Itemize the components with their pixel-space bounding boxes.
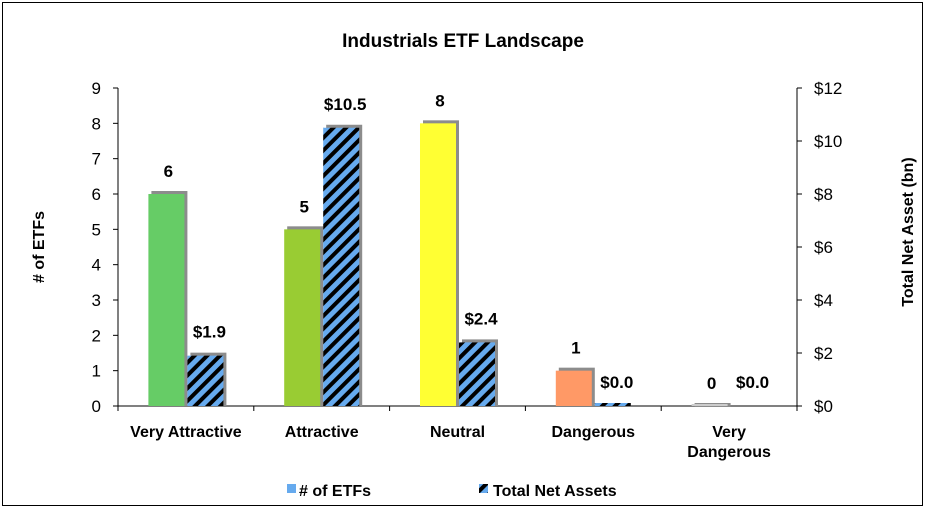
data-label-net-assets: $10.5: [324, 95, 367, 114]
x-tick-label: Neutral: [430, 424, 485, 441]
data-label-etfs: 8: [435, 91, 444, 110]
legend-label-etfs: # of ETFs: [299, 483, 371, 500]
bar-etfs: [691, 404, 728, 406]
y2-tick-label: $10: [814, 132, 842, 151]
y-tick-label: 7: [92, 150, 101, 169]
data-label-etfs: 5: [299, 197, 308, 216]
y2-tick-label: $12: [814, 79, 842, 98]
bar-etfs: [284, 229, 321, 406]
x-tick-label: Very Attractive: [130, 424, 242, 441]
y2-tick-label: $8: [814, 185, 833, 204]
y-tick-label: 9: [92, 79, 101, 98]
bar-net-assets: [594, 403, 631, 406]
data-label-etfs: 0: [707, 374, 716, 393]
y-tick-label: 6: [92, 185, 101, 204]
bar-net-assets: [459, 342, 495, 406]
y2-tick-label: $6: [814, 238, 833, 257]
y-tick-label: 4: [92, 256, 101, 275]
y-axis-label: # of ETFs: [31, 211, 48, 283]
axes: 0 1 2 3 4 5 6 7 8 9 $0 $2 $4 $6 $8 $10 $12 Very Attractiv…: [92, 79, 843, 461]
y-tick-label: 1: [92, 362, 101, 381]
y2-tick-label: $2: [814, 344, 833, 363]
legend-label-net-assets: Total Net Assets: [493, 483, 617, 500]
bars: [148, 120, 731, 407]
y-tick-label: 2: [92, 326, 101, 345]
y2-tick-label: $4: [814, 291, 833, 310]
x-tick-label: Dangerous: [687, 444, 771, 461]
chart-title: Industrials ETF Landscape: [342, 31, 584, 52]
bar-etfs: [420, 123, 456, 406]
y2-axis-label: Total Net Asset (bn): [900, 157, 917, 306]
x-tick-label: Attractive: [285, 424, 359, 441]
y-tick-label: 3: [92, 291, 101, 310]
data-label-etfs: 6: [164, 162, 173, 181]
x-tick-label: Very: [712, 424, 746, 441]
y-tick-label: 8: [92, 114, 101, 133]
bar-etfs: [148, 194, 185, 406]
bar-net-assets: [187, 355, 224, 406]
data-label-etfs: 1: [571, 339, 580, 358]
y-tick-label: 0: [92, 397, 101, 416]
legend-swatch-net-assets: [479, 484, 488, 493]
x-tick-label: Dangerous: [552, 424, 636, 441]
legend-swatch-etfs: [287, 484, 296, 493]
legend: # of ETFs Total Net Assets: [287, 483, 617, 500]
data-label-net-assets: $1.9: [193, 323, 226, 342]
data-label-net-assets: $2.4: [464, 309, 498, 328]
y2-tick-label: $0: [814, 397, 833, 416]
bar-etfs: [555, 370, 592, 406]
y-tick-label: 5: [92, 220, 101, 239]
data-label-net-assets: $0.0: [736, 373, 769, 392]
data-labels: 6 $1.9 5 $10.5 8 $2.4 1 $0.0 0 $0.0: [164, 91, 769, 393]
bar-net-assets: [323, 127, 360, 406]
data-label-net-assets: $0.0: [600, 373, 633, 392]
